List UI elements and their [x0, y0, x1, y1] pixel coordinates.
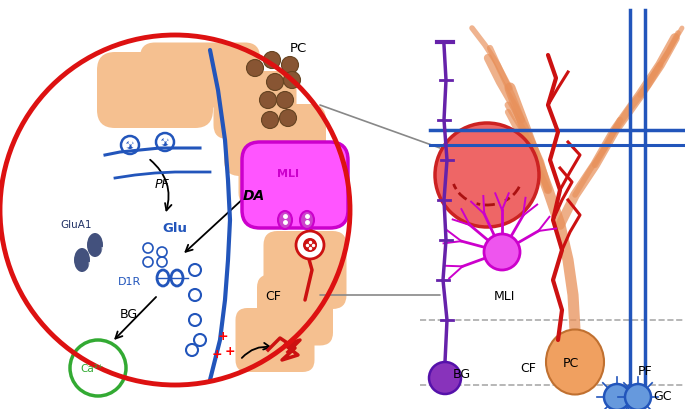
Text: MLI: MLI: [277, 169, 299, 179]
Circle shape: [161, 138, 169, 146]
Circle shape: [277, 92, 293, 108]
FancyBboxPatch shape: [214, 71, 297, 139]
FancyBboxPatch shape: [140, 43, 260, 108]
Text: GC: GC: [653, 390, 671, 403]
Circle shape: [264, 52, 280, 68]
Circle shape: [296, 231, 324, 259]
Text: p: p: [100, 245, 105, 254]
Circle shape: [260, 92, 277, 108]
Circle shape: [429, 362, 461, 394]
Text: CF: CF: [520, 362, 536, 375]
FancyBboxPatch shape: [224, 104, 326, 176]
Text: +: +: [225, 345, 236, 358]
Circle shape: [279, 110, 297, 126]
Text: +: +: [218, 330, 229, 343]
Circle shape: [262, 112, 279, 128]
Ellipse shape: [87, 233, 103, 257]
Text: BG: BG: [453, 368, 471, 381]
Ellipse shape: [300, 211, 314, 229]
Circle shape: [247, 59, 264, 76]
Circle shape: [435, 123, 539, 227]
Circle shape: [284, 72, 301, 88]
Text: PC: PC: [290, 42, 308, 55]
Text: GluA1: GluA1: [60, 220, 92, 230]
Text: D1R: D1R: [118, 277, 141, 287]
FancyBboxPatch shape: [257, 274, 333, 346]
Ellipse shape: [74, 248, 90, 272]
Circle shape: [604, 384, 630, 409]
FancyBboxPatch shape: [236, 308, 314, 372]
Text: PF: PF: [155, 178, 170, 191]
Circle shape: [266, 74, 284, 90]
Circle shape: [484, 234, 520, 270]
Text: PC: PC: [563, 357, 580, 370]
Ellipse shape: [278, 211, 292, 229]
Text: Ca²⁺: Ca²⁺: [80, 364, 103, 374]
Ellipse shape: [546, 330, 604, 395]
Circle shape: [282, 56, 299, 74]
Text: Glu: Glu: [162, 222, 187, 235]
Text: BG: BG: [120, 308, 138, 321]
FancyBboxPatch shape: [264, 231, 347, 309]
Text: PF: PF: [638, 365, 653, 378]
FancyBboxPatch shape: [97, 52, 213, 128]
Circle shape: [303, 238, 317, 252]
Circle shape: [625, 384, 651, 409]
Circle shape: [126, 141, 134, 149]
Text: CF: CF: [265, 290, 281, 303]
Text: DA: DA: [243, 189, 265, 203]
Text: p: p: [87, 260, 92, 269]
FancyBboxPatch shape: [242, 142, 348, 228]
Text: MLI: MLI: [494, 290, 515, 303]
Text: +: +: [212, 348, 223, 361]
FancyBboxPatch shape: [238, 144, 332, 207]
